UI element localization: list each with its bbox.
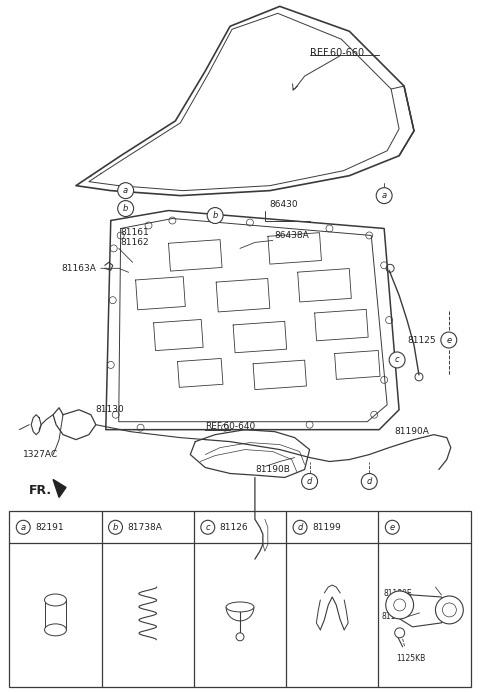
- Text: b: b: [113, 522, 118, 531]
- Text: 81738A: 81738A: [128, 522, 162, 531]
- Ellipse shape: [394, 599, 406, 611]
- Text: a: a: [382, 191, 387, 200]
- Ellipse shape: [386, 591, 414, 619]
- Text: 81130: 81130: [96, 406, 125, 415]
- Text: 81163A: 81163A: [61, 264, 96, 273]
- Circle shape: [16, 520, 30, 534]
- Ellipse shape: [45, 624, 66, 636]
- Circle shape: [301, 473, 318, 489]
- Text: 81180: 81180: [382, 612, 405, 621]
- Text: 81190A: 81190A: [394, 427, 429, 436]
- Circle shape: [389, 352, 405, 368]
- Text: e: e: [446, 336, 451, 345]
- Text: 81180E: 81180E: [384, 588, 412, 597]
- Text: 81199: 81199: [312, 522, 341, 531]
- Text: 81161: 81161: [120, 228, 149, 237]
- Text: 82191: 82191: [35, 522, 64, 531]
- Text: 1125KB: 1125KB: [396, 654, 426, 663]
- Polygon shape: [53, 480, 66, 498]
- Text: 81126: 81126: [220, 522, 248, 531]
- Text: b: b: [213, 211, 218, 220]
- Text: REF.60-660: REF.60-660: [310, 48, 364, 58]
- Circle shape: [395, 628, 405, 638]
- Circle shape: [376, 188, 392, 203]
- Circle shape: [118, 183, 133, 199]
- Text: d: d: [367, 477, 372, 486]
- Text: c: c: [205, 522, 210, 531]
- Ellipse shape: [45, 594, 66, 606]
- Text: 86438A: 86438A: [275, 231, 310, 240]
- Text: b: b: [123, 204, 128, 213]
- Text: d: d: [307, 477, 312, 486]
- Text: 81162: 81162: [120, 238, 149, 247]
- Bar: [9, 511, 471, 686]
- Text: e: e: [390, 522, 395, 531]
- Ellipse shape: [435, 596, 463, 624]
- Circle shape: [236, 633, 244, 641]
- Circle shape: [441, 332, 457, 348]
- Text: REF.60-640: REF.60-640: [205, 422, 255, 431]
- Text: FR.: FR.: [29, 484, 52, 498]
- Text: 81190B: 81190B: [255, 465, 290, 474]
- Circle shape: [118, 201, 133, 217]
- Text: 86430: 86430: [270, 200, 299, 209]
- Circle shape: [361, 473, 377, 489]
- Ellipse shape: [226, 602, 254, 612]
- Text: 1327AC: 1327AC: [23, 450, 59, 459]
- Text: c: c: [395, 356, 399, 365]
- Circle shape: [201, 520, 215, 534]
- Circle shape: [207, 208, 223, 224]
- Circle shape: [108, 520, 122, 534]
- Text: d: d: [298, 522, 303, 531]
- Text: a: a: [123, 186, 128, 195]
- Circle shape: [385, 520, 399, 534]
- Text: a: a: [21, 522, 26, 531]
- Circle shape: [293, 520, 307, 534]
- Text: 81125: 81125: [407, 336, 436, 345]
- Ellipse shape: [443, 603, 456, 617]
